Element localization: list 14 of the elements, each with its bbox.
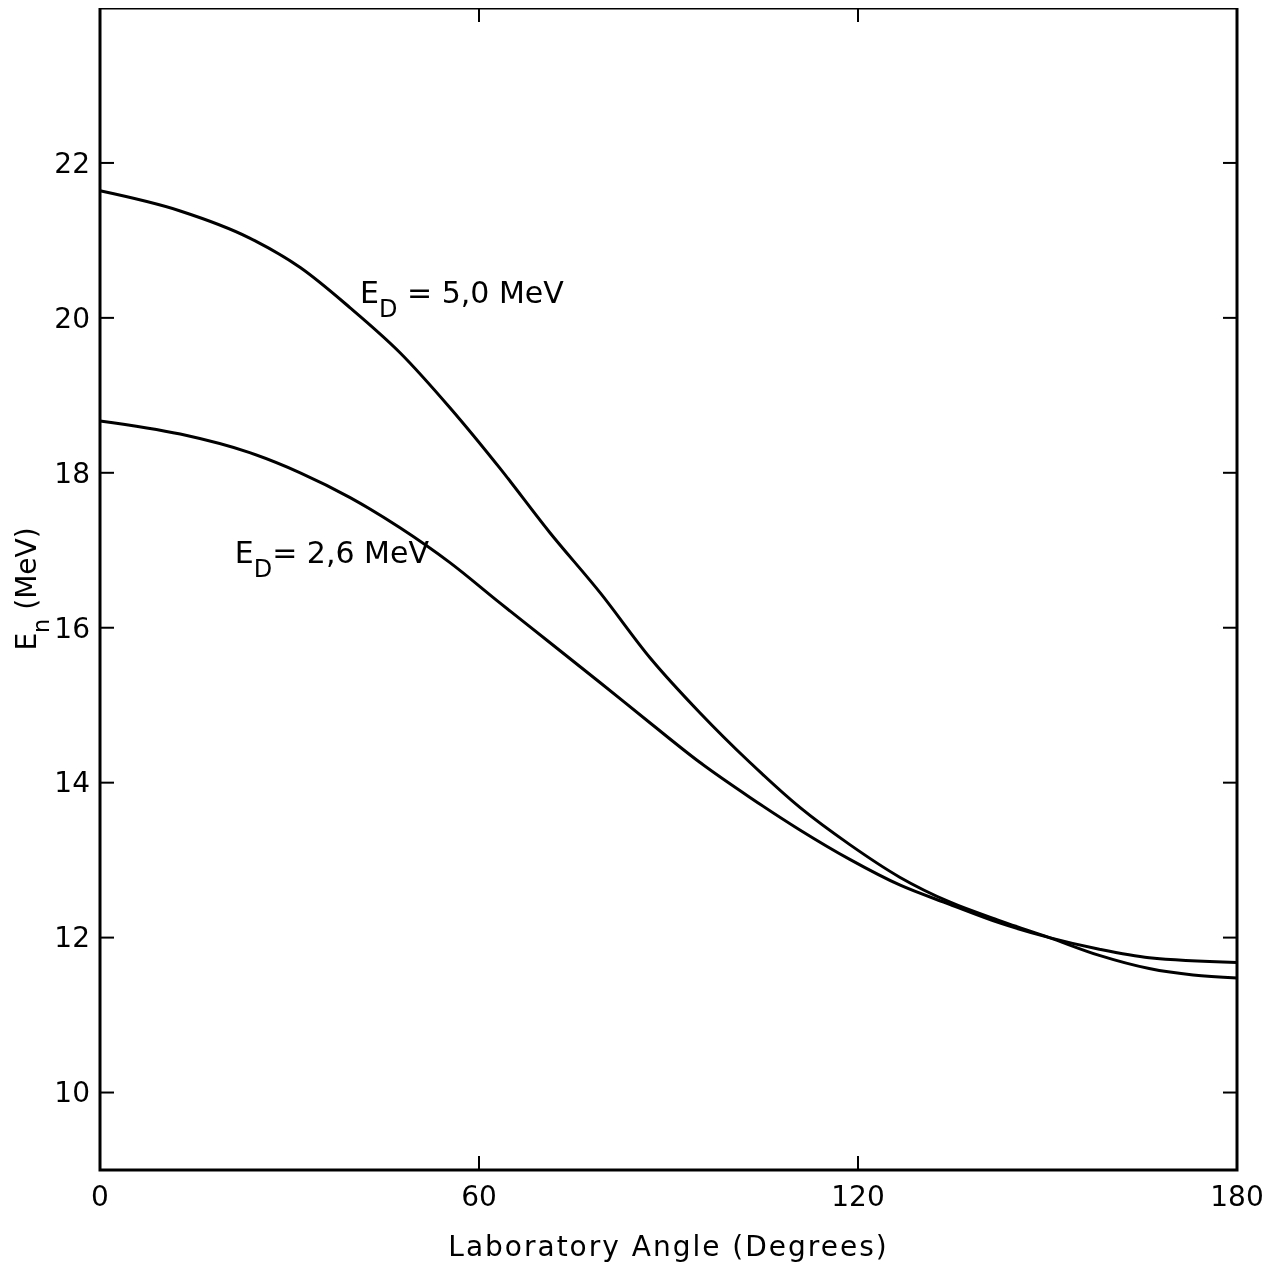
y-tick-label: 12	[54, 921, 90, 955]
x-tick-label: 120	[831, 1180, 885, 1213]
y-tick-label: 18	[54, 456, 90, 490]
y-tick-label: 14	[54, 766, 90, 800]
y-tick-label: 10	[54, 1076, 90, 1110]
x-axis-title: Laboratory Angle (Degrees)	[448, 1230, 889, 1263]
y-tick-label: 20	[54, 301, 90, 335]
x-tick-label: 180	[1210, 1180, 1264, 1213]
x-tick-label: 0	[91, 1180, 109, 1213]
series-label: E$_{D}$ = 5,0 MeV	[360, 274, 565, 323]
y-tick-label: 22	[54, 146, 90, 180]
x-tick-label: 60	[461, 1180, 497, 1213]
y-tick-label: 16	[54, 611, 90, 645]
series-label: E$_{D}$= 2,6 MeV	[234, 534, 430, 583]
